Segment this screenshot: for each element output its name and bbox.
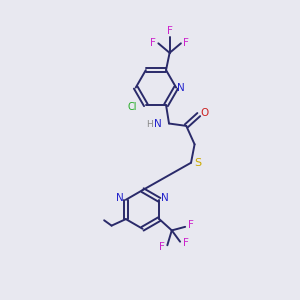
Text: F: F — [150, 38, 156, 48]
Text: O: O — [201, 108, 209, 118]
Text: F: F — [159, 242, 165, 252]
Text: S: S — [194, 158, 201, 168]
Text: N: N — [161, 193, 169, 203]
Text: Cl: Cl — [128, 102, 137, 112]
Text: N: N — [177, 82, 185, 93]
Text: H: H — [146, 120, 153, 129]
Text: F: F — [182, 238, 188, 248]
Text: F: F — [183, 38, 189, 48]
Text: N: N — [116, 193, 124, 203]
Text: F: F — [188, 220, 194, 230]
Text: F: F — [167, 26, 172, 36]
Text: N: N — [154, 119, 162, 129]
